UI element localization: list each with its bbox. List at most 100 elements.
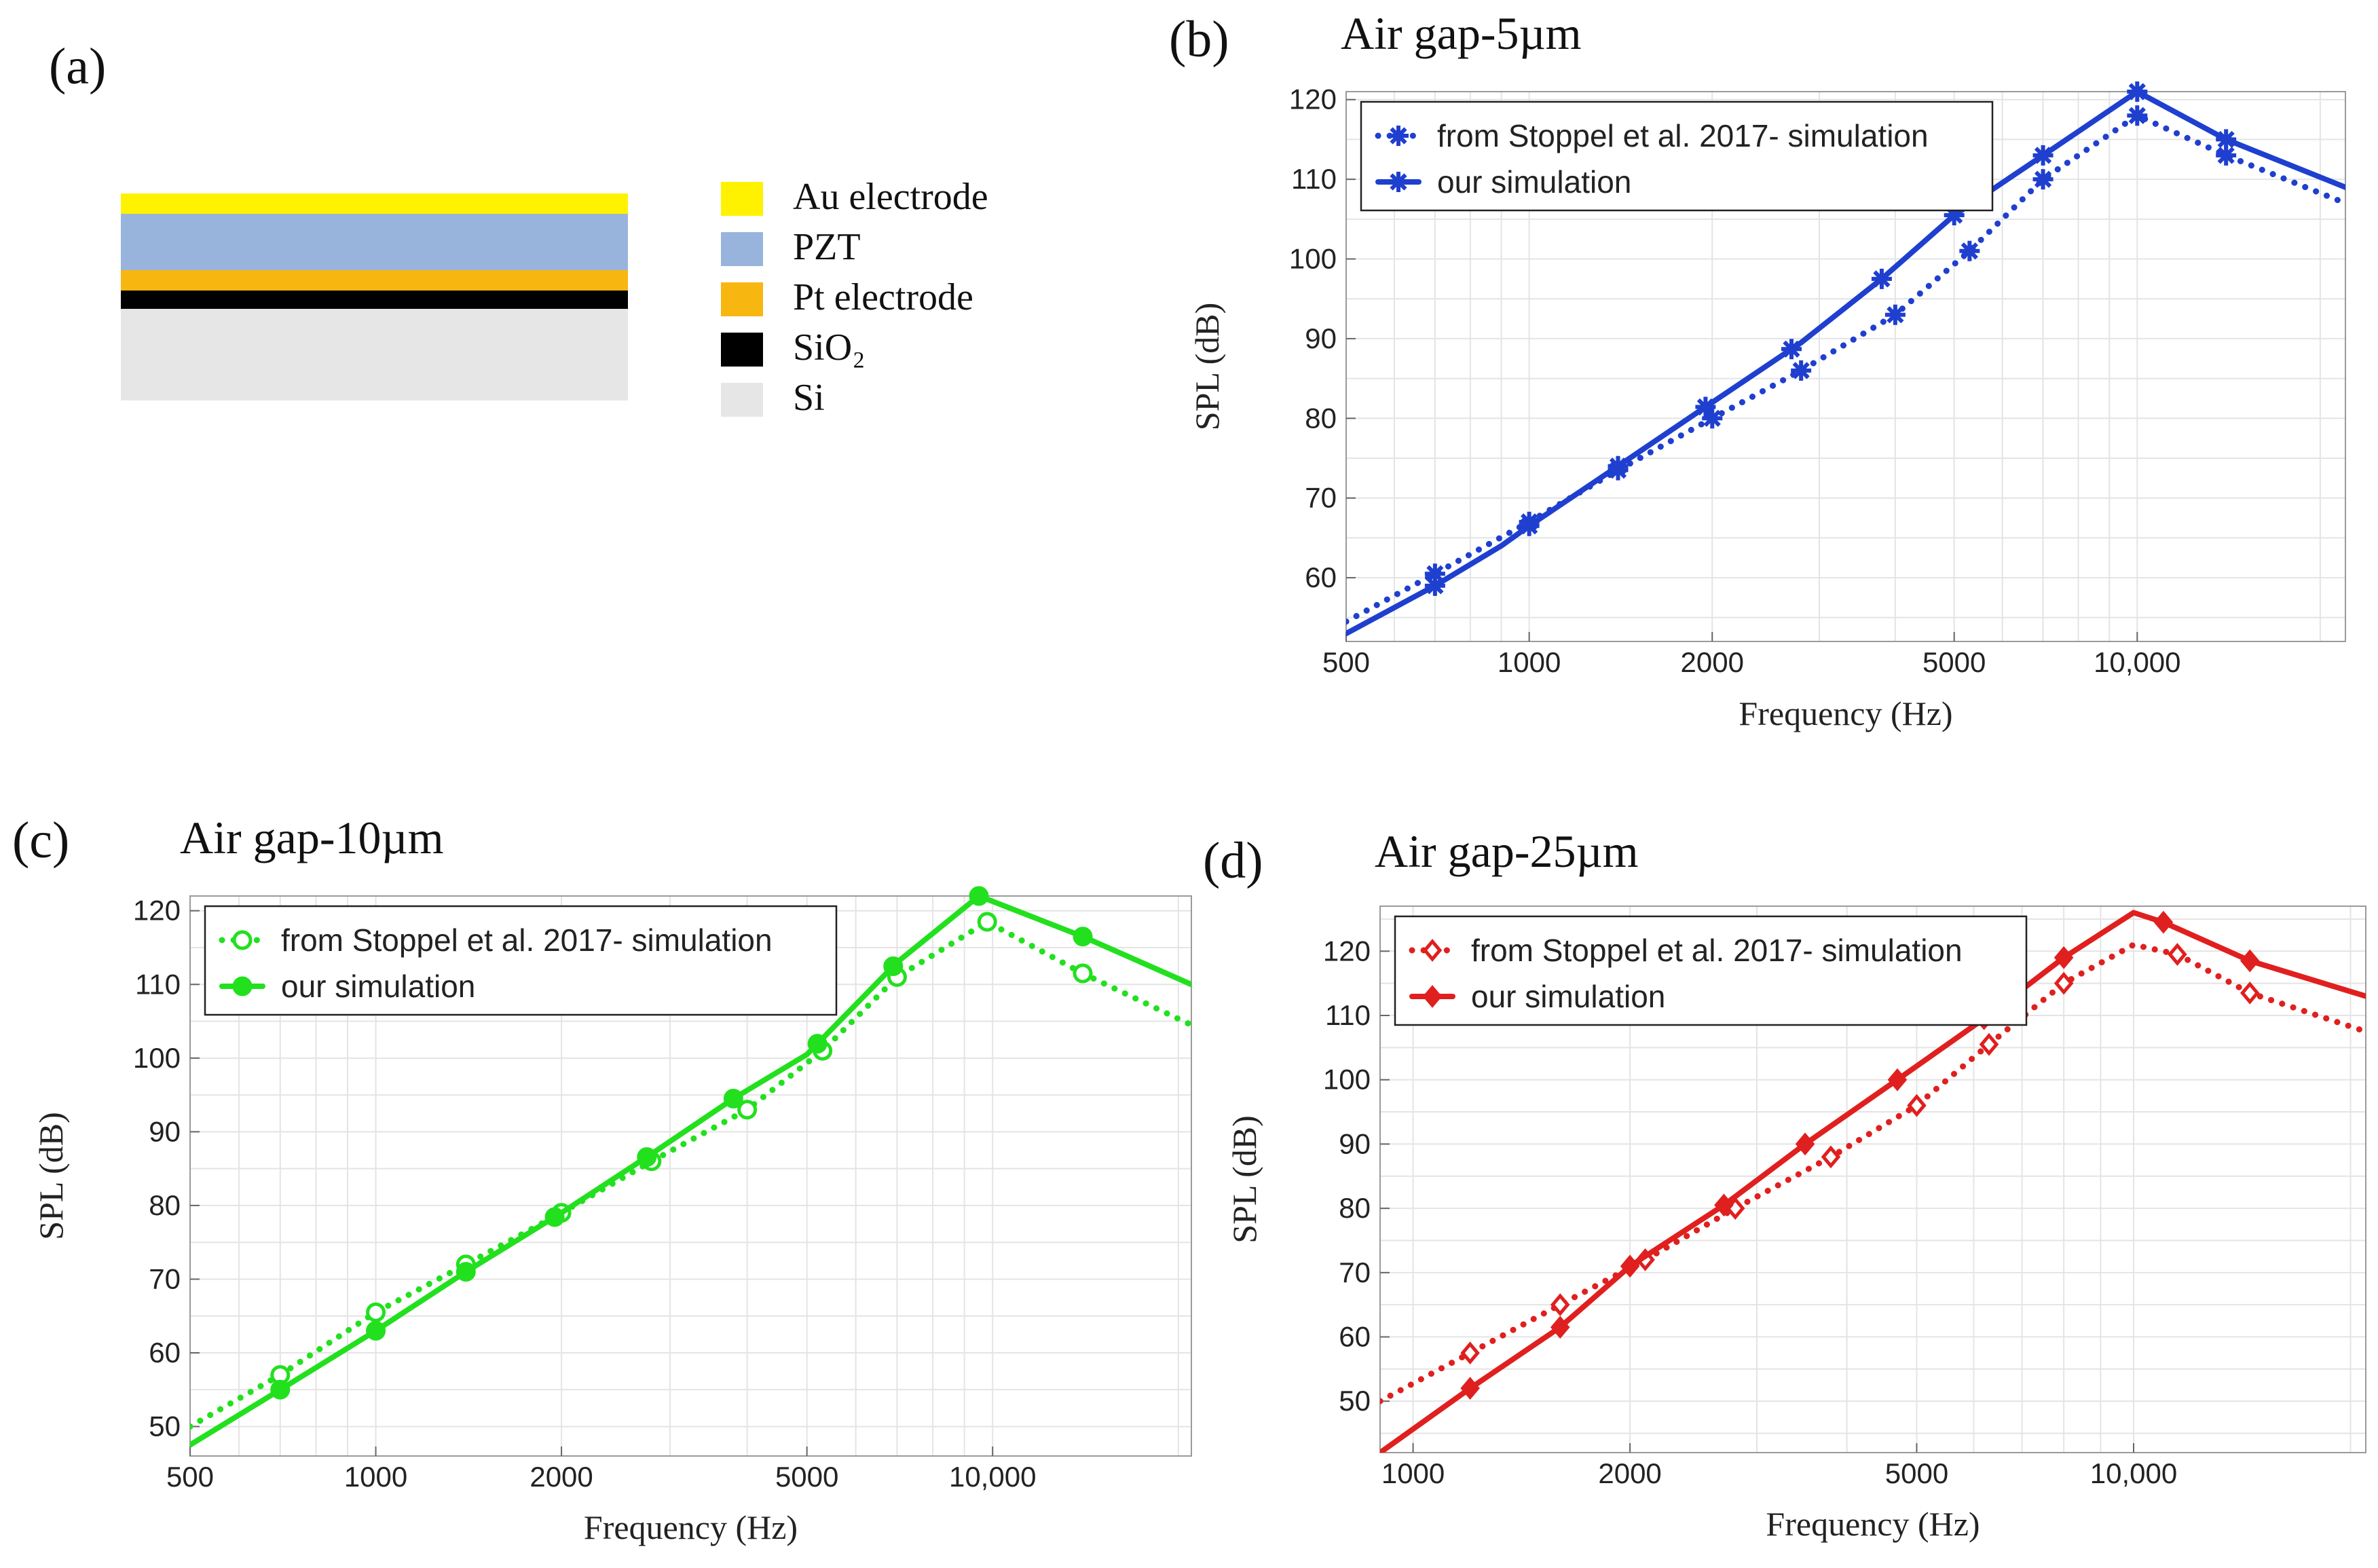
chart-c-ytick-label: 50 (149, 1411, 181, 1442)
chart-d-legend: from Stoppel et al. 2017- simulation our … (1394, 915, 2028, 1026)
chart-c-marker (456, 1262, 476, 1282)
chart-b-xtick-label: 1000 (1498, 646, 1561, 678)
chart-c-marker (723, 1089, 743, 1109)
chart-c-xtick-label: 10,000 (949, 1461, 1036, 1493)
chart-b-ytick-label: 90 (1305, 322, 1337, 354)
chart-d-ytick-label: 60 (1339, 1321, 1371, 1353)
panel-a-label: (a) (49, 38, 107, 95)
legend-swatch-4 (721, 383, 763, 417)
chart-c-line-1 (190, 893, 1191, 1448)
chart-d-marker (2054, 971, 2074, 995)
layer-sio2 (121, 291, 628, 309)
chart-b-marker (1871, 268, 1892, 289)
legend-swatch-1 (721, 232, 763, 266)
chart-c-marker (807, 1034, 828, 1054)
chart-b-xlabel: Frequency (Hz) (1739, 694, 1952, 732)
chart-c-marker (883, 956, 904, 976)
chart-d-xtick-label: 2000 (1598, 1457, 1661, 1489)
chart-d-marker (1550, 1293, 1570, 1317)
chart-d-marker (2240, 981, 2260, 1005)
chart-d-series-stoppel (1380, 941, 2366, 1404)
chart-b-marker (2216, 145, 2237, 166)
chart-b-ytick-label: 120 (1289, 83, 1337, 115)
chart-c-legend: from Stoppel et al. 2017- simulation our … (204, 905, 838, 1016)
legend-label-1: PZT (793, 226, 861, 268)
chart-d-xtick-label: 5000 (1885, 1457, 1948, 1489)
chart-c-xtick-label: 1000 (344, 1461, 407, 1493)
chart-b-marker (1695, 396, 1716, 417)
legend-label-2: Pt electrode (793, 276, 973, 318)
chart-d-marker (1907, 1094, 1927, 1117)
chart-c-legend-marker (232, 930, 253, 950)
chart-b-xtick-label: 5000 (1922, 646, 1986, 678)
chart-b-marker (2032, 169, 2054, 190)
chart-d-legend-label-1: our simulation (1471, 979, 1665, 1014)
panel-c-label: (c) (12, 812, 70, 869)
chart-c-marker (1073, 963, 1093, 984)
chart-b-marker (1424, 563, 1445, 584)
chart-b-ytick-label: 60 (1305, 561, 1337, 593)
chart-d-marker (1460, 1377, 1480, 1400)
chart-b-ytick-label: 100 (1289, 243, 1337, 275)
chart-b-marker (2216, 129, 2237, 150)
chart-d-legend-marker (1422, 985, 1443, 1008)
chart-c-title: Air gap-10µm (180, 812, 444, 863)
layer-si (121, 309, 628, 400)
chart-c-marker (737, 1100, 758, 1120)
chart-b-ytick-label: 70 (1305, 482, 1337, 514)
chart-c-marker (544, 1207, 565, 1227)
chart-d-ylabel: SPL (dB) (1225, 1115, 1263, 1243)
layer-legend: Au electrode PZT Pt electrode SiO₂ Si (721, 176, 988, 419)
layer-stack-diagram (121, 193, 628, 400)
chart-d-marker (2153, 910, 2174, 934)
chart-b-marker (1519, 515, 1540, 536)
chart-b-series-ours (1346, 81, 2345, 637)
chart-b-legend: from Stoppel et al. 2017- simulation our … (1360, 100, 1994, 212)
chart-d-ytick-label: 50 (1339, 1385, 1371, 1417)
chart-c-xtick-label: 5000 (775, 1461, 838, 1493)
chart-b-marker (1424, 575, 1445, 596)
chart-b-legend-marker (1388, 126, 1409, 146)
chart-d-marker (1620, 1254, 1640, 1278)
chart-b-marker (1884, 304, 1906, 325)
legend-swatch-2 (721, 282, 763, 316)
layer-pzt (121, 214, 628, 270)
chart-b-marker (1608, 455, 1629, 477)
chart-b-xtick-label: 10,000 (2094, 646, 2180, 678)
chart-b-marker (1702, 408, 1723, 429)
chart-d-marker (2240, 949, 2260, 973)
chart-c-xtick-label: 2000 (530, 1461, 593, 1493)
legend-swatch-0 (721, 182, 763, 216)
chart-c-frame (189, 895, 1192, 1457)
chart-b-legend-marker (1388, 172, 1409, 192)
chart-b-marker (2127, 81, 2148, 102)
chart-c-ytick-label: 60 (149, 1337, 181, 1368)
chart-d-ytick-label: 110 (1325, 999, 1371, 1031)
chart-d-xlabel: Frequency (Hz) (1766, 1505, 1980, 1543)
chart-b-ytick-label: 110 (1291, 163, 1337, 195)
chart-c-marker (366, 1302, 386, 1322)
chart-d-marker (2054, 946, 2074, 969)
chart-c-ytick-label: 120 (133, 895, 181, 927)
chart-d-marker (1979, 1032, 1999, 1056)
chart-c-ytick-label: 110 (135, 968, 181, 1000)
chart-d-marker (1887, 1068, 1908, 1091)
chart-d-ytick-label: 70 (1339, 1256, 1371, 1288)
legend-swatch-3 (721, 333, 763, 367)
chart-c-ytick-label: 90 (149, 1115, 181, 1147)
chart-d-marker (1550, 1315, 1570, 1339)
chart-d-ytick-label: 90 (1339, 1127, 1371, 1159)
chart-c-series-ours (190, 886, 1191, 1448)
chart-c-legend-marker (232, 976, 253, 996)
chart-c-line-0 (190, 918, 1191, 1430)
chart-b-xtick-label: 2000 (1681, 646, 1744, 678)
legend-label-0: Au electrode (793, 176, 988, 218)
chart-d-marker (1460, 1341, 1480, 1365)
chart-c-ytick-label: 100 (133, 1042, 181, 1074)
chart-b-legend-label-0: from Stoppel et al. 2017- simulation (1437, 118, 1929, 153)
chart-b-legend-label-1: our simulation (1437, 164, 1631, 200)
chart-c-ytick-label: 80 (149, 1189, 181, 1221)
